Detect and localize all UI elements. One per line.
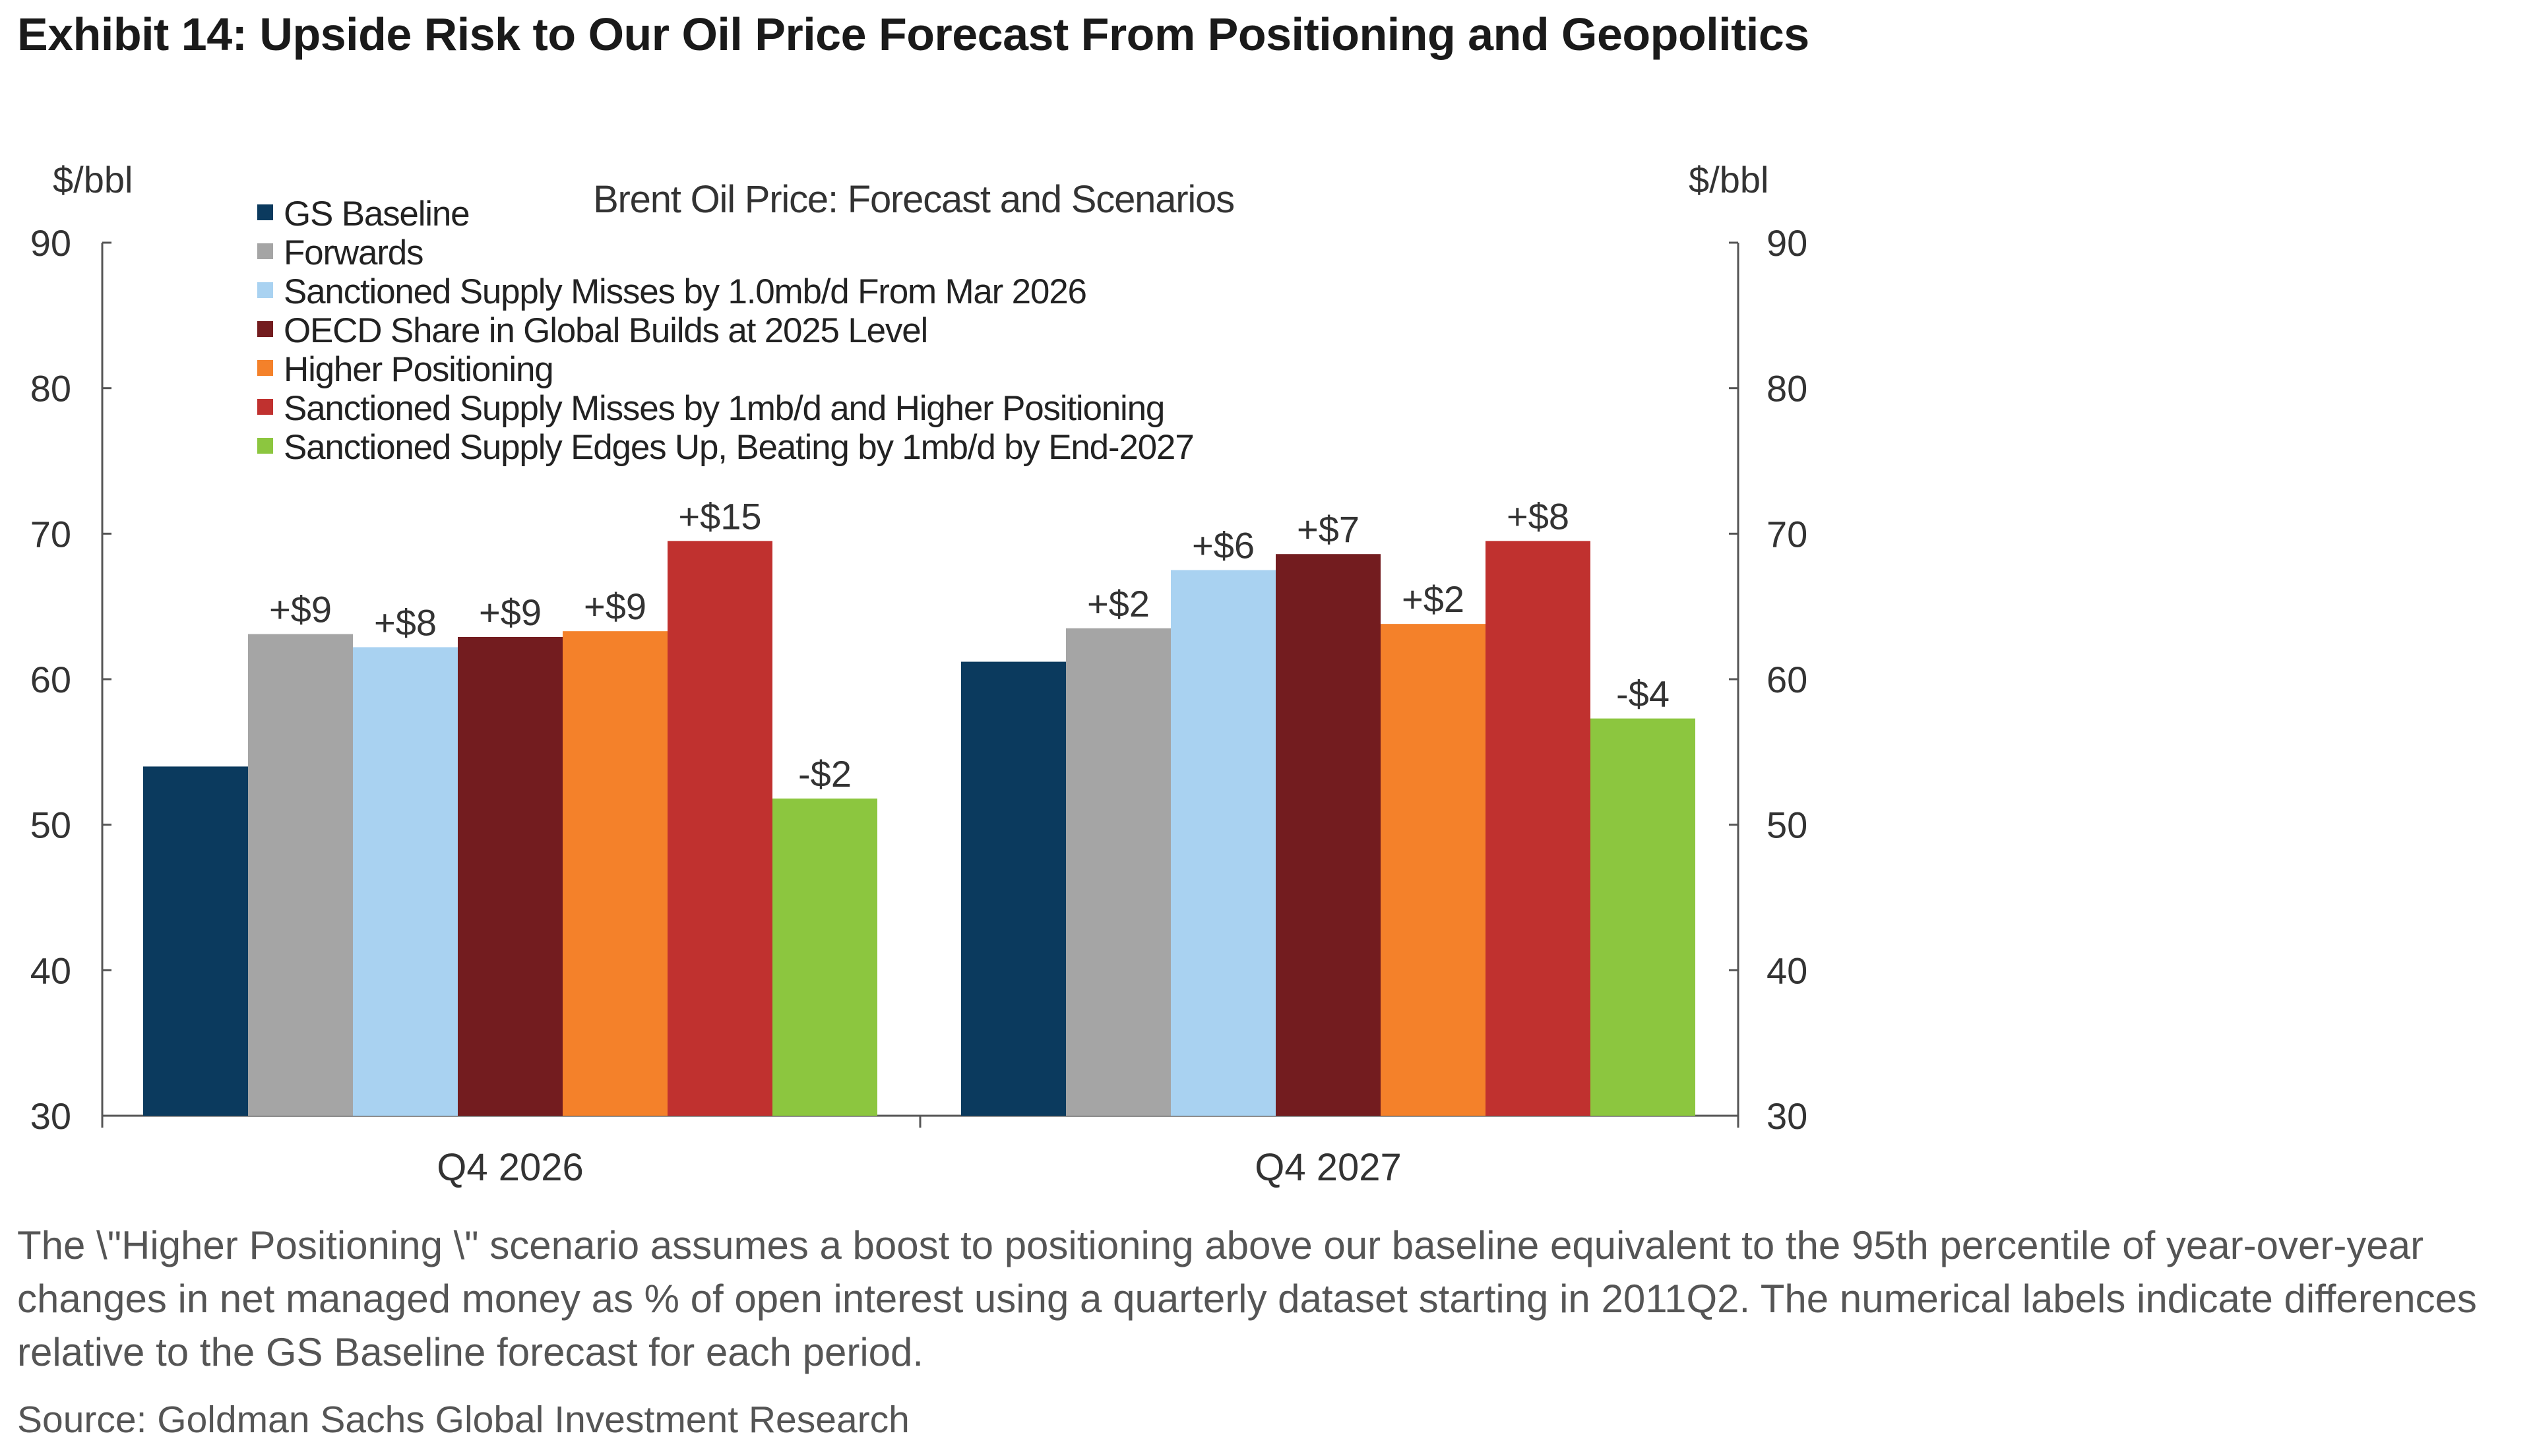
data-label: +$15	[678, 495, 761, 537]
legend-label: OECD Share in Global Builds at 2025 Leve…	[284, 311, 927, 350]
bar	[563, 631, 668, 1116]
bar	[458, 637, 563, 1116]
y-tick-label-right: 30	[1767, 1095, 1807, 1137]
chart-title: Brent Oil Price: Forecast and Scenarios	[593, 178, 1234, 221]
y-axis-label-right: $/bbl	[1689, 159, 1768, 200]
chart-bar-labels: +$9 +$8 +$9 +$9 +$15 -$2 +$2 +$6 +$7 +$2 +$8 -$4	[269, 495, 1670, 795]
y-tick-label-left: 30	[30, 1095, 71, 1137]
legend-swatch	[257, 399, 273, 415]
legend-label: Forwards	[284, 233, 423, 272]
x-tick-label: Q4 2026	[437, 1146, 584, 1189]
data-label: +$8	[374, 601, 437, 643]
y-tick-label-left: 80	[30, 368, 71, 410]
bar	[248, 634, 353, 1116]
bar	[772, 798, 877, 1116]
y-tick-label-left: 60	[30, 659, 71, 700]
data-label: +$6	[1192, 525, 1255, 566]
y-tick-label-left: 50	[30, 804, 71, 846]
y-tick-label-left: 40	[30, 950, 71, 991]
y-tick-label-right: 60	[1767, 659, 1807, 700]
y-tick-label-right: 80	[1767, 368, 1807, 410]
bar	[1066, 628, 1171, 1116]
bar	[1485, 541, 1590, 1116]
bar	[143, 766, 248, 1116]
data-label: +$9	[479, 592, 542, 633]
data-label: +$2	[1402, 578, 1464, 620]
legend-swatch	[257, 438, 273, 454]
legend-swatch	[257, 321, 273, 337]
legend-label: Sanctioned Supply Misses by 1.0mb/d From…	[284, 272, 1086, 311]
source-line: Source: Goldman Sachs Global Investment …	[17, 1399, 910, 1441]
y-tick-label-right: 40	[1767, 950, 1807, 991]
data-label: -$2	[798, 753, 852, 795]
chart-bars	[143, 541, 1695, 1116]
data-label: +$8	[1507, 495, 1569, 537]
data-label: +$2	[1087, 583, 1150, 624]
bar	[1381, 624, 1485, 1116]
y-axis-label-left: $/bbl	[53, 159, 133, 200]
data-label: -$4	[1616, 673, 1670, 715]
legend-swatch	[257, 282, 273, 298]
legend-swatch	[257, 204, 273, 220]
y-tick-label-right: 70	[1767, 513, 1807, 555]
y-tick-label-left: 90	[30, 222, 71, 264]
bar	[353, 647, 458, 1116]
exhibit-title: Exhibit 14: Upside Risk to Our Oil Price…	[17, 9, 1809, 60]
legend-swatch	[257, 243, 273, 259]
chart: 30 30 40 40 50 50 60 60 70 70 80 80 90 90 Q4 2026 Q4 20…	[30, 159, 1808, 1189]
y-tick-label-right: 50	[1767, 804, 1807, 846]
legend-label: Sanctioned Supply Misses by 1mb/d and Hi…	[284, 389, 1164, 428]
x-tick-label: Q4 2027	[1255, 1146, 1402, 1189]
data-label: +$9	[584, 586, 646, 627]
bar	[1171, 570, 1276, 1116]
legend-label: Sanctioned Supply Edges Up, Beating by 1…	[284, 428, 1193, 467]
y-tick-label-right: 90	[1767, 222, 1807, 264]
legend-swatch	[257, 360, 273, 376]
bar	[1590, 718, 1695, 1116]
legend-label: Higher Positioning	[284, 350, 553, 389]
chart-note: The \"Higher Positioning \" scenario ass…	[17, 1223, 2477, 1374]
legend-label: GS Baseline	[284, 195, 469, 233]
bar	[1276, 554, 1381, 1116]
bar	[668, 541, 772, 1116]
data-label: +$7	[1297, 508, 1360, 550]
y-tick-label-left: 70	[30, 513, 71, 555]
data-label: +$9	[269, 589, 332, 630]
bar	[961, 661, 1066, 1116]
